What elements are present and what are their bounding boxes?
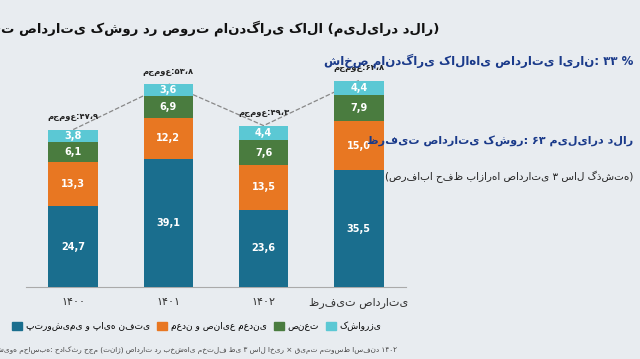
Text: 12,2: 12,2 xyxy=(156,134,180,144)
Bar xyxy=(143,84,193,96)
Bar xyxy=(49,142,98,162)
Text: 6,1: 6,1 xyxy=(65,147,82,157)
Text: 4,4: 4,4 xyxy=(255,128,272,138)
Bar xyxy=(239,126,289,140)
Bar xyxy=(49,206,98,287)
Bar xyxy=(239,140,289,165)
Bar xyxy=(239,210,289,287)
Text: 35,5: 35,5 xyxy=(347,224,371,234)
Text: مجموع:۶۲،۸: مجموع:۶۲،۸ xyxy=(333,63,385,72)
Bar xyxy=(49,162,98,206)
Text: شاخص ماندگاری کالاهای صادراتی ایران: ۳۳ %: شاخص ماندگاری کالاهای صادراتی ایران: ۳۳ … xyxy=(324,54,634,69)
Bar xyxy=(143,118,193,159)
Bar xyxy=(334,80,383,95)
Text: ظرفیت صادراتی کشور در صورت ماندگاری کالا (میلیارد دلار): ظرفیت صادراتی کشور در صورت ماندگاری کالا… xyxy=(0,20,439,36)
Text: 15,0: 15,0 xyxy=(347,141,371,151)
Legend: پتروشیمی و پایه نفتی, معدن و صنایع معدنی, صنعت, کشاورزی: پتروشیمی و پایه نفتی, معدن و صنایع معدنی… xyxy=(9,318,385,335)
Text: (صرفابا حفظ بازارها صادراتی ۳ سال گذشته): (صرفابا حفظ بازارها صادراتی ۳ سال گذشته) xyxy=(385,171,634,183)
Text: 6,9: 6,9 xyxy=(160,102,177,112)
Bar xyxy=(334,171,383,287)
Text: 4,4: 4,4 xyxy=(350,83,367,93)
Text: مجموع:۴۷،۹: مجموع:۴۷،۹ xyxy=(47,112,99,121)
Bar xyxy=(143,96,193,118)
Bar xyxy=(49,130,98,142)
Text: 7,9: 7,9 xyxy=(350,103,367,113)
Text: ظرفیت صادراتی کشور: ۶۳ میلیارد دلار: ظرفیت صادراتی کشور: ۶۳ میلیارد دلار xyxy=(367,135,634,146)
Bar xyxy=(334,121,383,171)
Text: 24,7: 24,7 xyxy=(61,242,85,252)
Bar xyxy=(143,159,193,287)
Text: 39,1: 39,1 xyxy=(156,218,180,228)
Text: 13,3: 13,3 xyxy=(61,179,85,189)
Text: 23,6: 23,6 xyxy=(252,243,276,253)
Bar xyxy=(239,165,289,210)
Text: 3,6: 3,6 xyxy=(160,85,177,95)
Text: مجموع:۴۹،۳: مجموع:۴۹،۳ xyxy=(238,108,289,117)
Text: 13,5: 13,5 xyxy=(252,182,276,192)
Text: مجموع:۵۳،۸: مجموع:۵۳،۸ xyxy=(143,67,194,76)
Text: 7,6: 7,6 xyxy=(255,148,272,158)
Text: 3,8: 3,8 xyxy=(65,131,82,141)
Bar xyxy=(334,95,383,121)
Text: شیوه محاسبه: حداکثر حجم (تناژ) صادرات در بخش‌های مختلف طی ۳ سال اخیر × قیمت متوس: شیوه محاسبه: حداکثر حجم (تناژ) صادرات در… xyxy=(0,346,397,354)
